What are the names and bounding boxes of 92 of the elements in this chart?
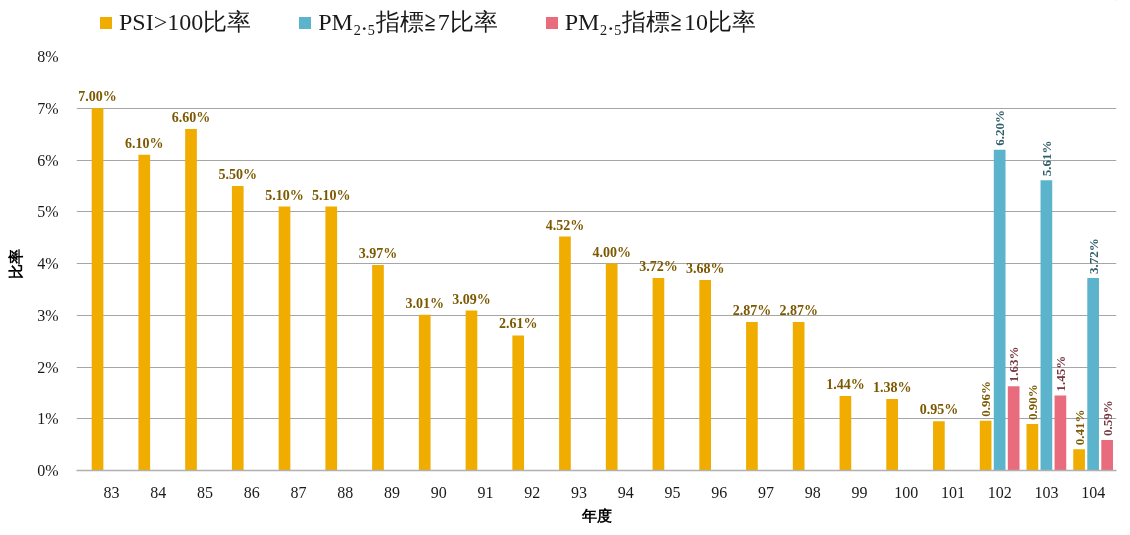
x-tick-label: 99 bbox=[851, 483, 868, 501]
x-tick-label: 87 bbox=[290, 483, 307, 501]
bar bbox=[933, 421, 945, 471]
data-label: 3.68% bbox=[685, 261, 725, 277]
bar bbox=[1026, 423, 1039, 471]
x-tick-label: 90 bbox=[430, 483, 447, 501]
y-tick-label: 0% bbox=[37, 462, 59, 479]
bar bbox=[1054, 395, 1067, 471]
x-tick-label: 96 bbox=[711, 483, 728, 501]
data-label: 1.63% bbox=[1006, 346, 1022, 383]
data-label: 6.20% bbox=[992, 109, 1008, 146]
x-tick-label: 102 bbox=[987, 483, 1012, 501]
data-label: 3.01% bbox=[405, 295, 444, 311]
y-tick-label: 3% bbox=[37, 306, 59, 324]
y-tick-label: 6% bbox=[37, 151, 59, 169]
legend-label: PM₂.₅指標≧10比率 bbox=[564, 8, 757, 37]
y-tick-label: 8% bbox=[37, 48, 59, 65]
y-tick-label: 5% bbox=[37, 203, 59, 221]
data-label: 6.60% bbox=[171, 109, 211, 125]
y-tick-label: 4% bbox=[37, 255, 59, 272]
legend-label: PM₂.₅指標≧7比率 bbox=[318, 8, 498, 37]
x-tick-label: 104 bbox=[1081, 483, 1106, 501]
data-label: 3.72% bbox=[639, 258, 678, 274]
bar bbox=[1087, 277, 1099, 471]
x-tick-label: 92 bbox=[524, 483, 541, 501]
data-label: 1.45% bbox=[1052, 355, 1068, 392]
x-tick-label: 94 bbox=[617, 483, 634, 501]
bar bbox=[512, 335, 525, 471]
bar bbox=[1073, 449, 1085, 471]
data-label: 2.61% bbox=[498, 316, 538, 332]
x-tick-label: 97 bbox=[757, 483, 774, 501]
y-tick-label: 1% bbox=[37, 410, 59, 428]
data-label: 6.10% bbox=[125, 135, 164, 151]
data-label: 5.61% bbox=[1038, 140, 1054, 177]
bar bbox=[993, 149, 1006, 471]
data-label: 3.97% bbox=[358, 246, 398, 262]
x-tick-label: 86 bbox=[243, 483, 260, 501]
bar bbox=[91, 108, 104, 471]
x-tick-label: 98 bbox=[804, 483, 821, 501]
bar bbox=[231, 185, 244, 471]
x-tick-label: 93 bbox=[570, 483, 587, 501]
x-tick-label: 103 bbox=[1034, 483, 1059, 501]
data-label: 3.72% bbox=[1085, 238, 1101, 274]
legend-label: PSI>100比率 bbox=[119, 8, 252, 37]
x-tick-label: 83 bbox=[103, 483, 120, 501]
data-label: 0.95% bbox=[919, 402, 959, 418]
data-label: 1.38% bbox=[872, 380, 912, 396]
bar bbox=[559, 236, 571, 471]
bar bbox=[1007, 386, 1020, 471]
data-label: 2.87% bbox=[779, 302, 818, 318]
bar bbox=[886, 399, 898, 471]
data-label: 0.41% bbox=[1071, 409, 1087, 446]
data-label: 3.09% bbox=[452, 291, 491, 307]
y-tick-label: 7% bbox=[37, 99, 59, 117]
x-tick-label: 95 bbox=[664, 483, 681, 501]
bar bbox=[839, 395, 852, 471]
bar bbox=[185, 128, 197, 471]
data-label: 4.52% bbox=[545, 217, 585, 233]
data-label: 7.00% bbox=[78, 89, 117, 105]
x-tick-label: 89 bbox=[384, 483, 401, 501]
bar bbox=[325, 206, 338, 471]
data-label: 4.00% bbox=[592, 244, 631, 260]
data-label: 5.10% bbox=[265, 187, 304, 203]
data-label: 0.59% bbox=[1099, 400, 1115, 436]
bar bbox=[746, 321, 758, 471]
bar bbox=[1040, 180, 1053, 471]
bar bbox=[418, 314, 431, 471]
data-label: 5.10% bbox=[311, 187, 351, 203]
data-label: 0.96% bbox=[978, 381, 994, 417]
bar bbox=[278, 206, 291, 471]
data-label: 5.50% bbox=[218, 166, 258, 182]
x-tick-label: 101 bbox=[940, 483, 965, 501]
data-label: 0.90% bbox=[1024, 384, 1040, 420]
x-axis-title: 年度 bbox=[580, 506, 612, 524]
x-tick-label: 88 bbox=[337, 483, 354, 501]
bar bbox=[372, 265, 384, 471]
x-tick-label: 91 bbox=[477, 483, 494, 501]
y-axis-title: 比率 bbox=[7, 248, 25, 279]
x-tick-label: 84 bbox=[150, 483, 167, 501]
bar bbox=[1101, 439, 1113, 471]
data-label: 2.87% bbox=[732, 302, 772, 318]
bar bbox=[652, 277, 665, 471]
x-tick-label: 100 bbox=[894, 483, 919, 501]
bar bbox=[138, 154, 151, 471]
x-tick-label: 85 bbox=[197, 483, 214, 501]
y-tick-label: 2% bbox=[37, 358, 59, 376]
bar bbox=[699, 280, 712, 471]
bar bbox=[605, 263, 618, 471]
bar bbox=[465, 310, 478, 471]
bar bbox=[792, 321, 805, 471]
bar bbox=[979, 420, 992, 471]
data-label: 1.44% bbox=[826, 376, 865, 392]
